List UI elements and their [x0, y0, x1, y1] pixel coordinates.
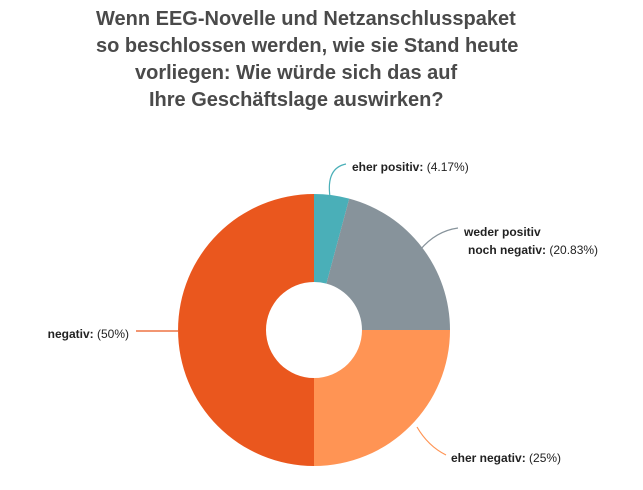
donut-slices: [178, 194, 450, 466]
slice-label-1: eher positiv: (4.17%): [352, 160, 469, 174]
leader-line-3: [416, 426, 447, 456]
slice-label-value: (50%): [94, 327, 129, 341]
donut-slice-4: [178, 194, 314, 466]
slice-label-value: (4.17%): [423, 160, 468, 174]
donut-slice-2: [326, 198, 450, 330]
leader-line-2: [419, 227, 459, 251]
chart-title-line-1: Wenn EEG-Novelle und Netzanschlusspaket: [96, 8, 516, 30]
slice-label-3: eher negativ: (25%): [451, 451, 561, 465]
chart-title-line-3: vorliegen: Wie würde sich das auf: [135, 62, 458, 84]
leader-line-1: [328, 163, 347, 198]
slice-labels: eher positiv: (4.17%) weder positiv noch n…: [48, 160, 598, 465]
slice-label-2: weder positiv noch negativ: (20.83%): [463, 225, 598, 257]
slice-label-value: (25%): [526, 451, 561, 465]
slice-label-name: weder positiv: [463, 225, 541, 239]
slice-label-name: eher negativ:: [451, 451, 526, 465]
chart-title-line-2: so beschlossen werden, wie sie Stand heu…: [96, 35, 519, 57]
slice-label-value: (20.83%): [546, 243, 598, 257]
slice-label-name: negativ:: [48, 327, 94, 341]
label-leader-lines: [136, 163, 459, 456]
slice-label-4: negativ: (50%): [48, 327, 129, 341]
donut-slice-1: [314, 194, 350, 284]
chart-title-line-4: Ihre Geschäftslage auswirken?: [149, 89, 444, 111]
donut-slice-3: [314, 330, 450, 466]
slice-label-name: eher positiv:: [352, 160, 423, 174]
slice-label-name: noch negativ:: [468, 243, 546, 257]
